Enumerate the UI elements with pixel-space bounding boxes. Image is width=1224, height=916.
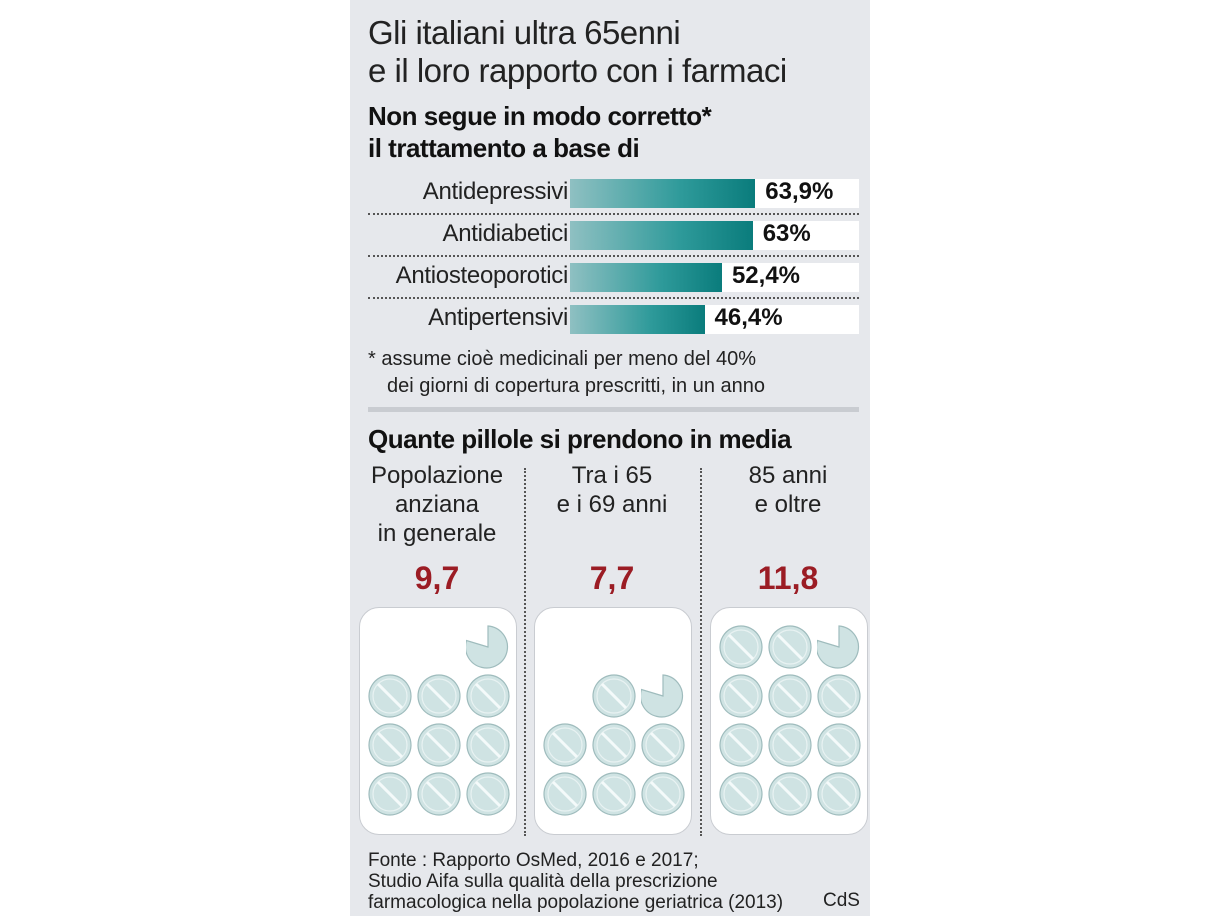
pill-icon [719,674,763,718]
infographic-title: Gli italiani ultra 65enni e il loro rapp… [368,14,787,90]
partial-pill-icon [466,625,509,669]
pill-icon [768,723,812,767]
group-label-line: Tra i 65 [571,462,653,489]
bar-category-label: Antiosteoporotici [395,262,569,289]
source-line-2: Studio Aifa sulla qualità della prescriz… [368,871,718,892]
group-label: Tra i 65 e i 69 anni [527,461,697,519]
pill-count-value: 11,8 [757,560,819,596]
source-note: Fonte : Rapporto OsMed, 2016 e 2017; Stu… [368,850,783,913]
group-label-line: 85 anni [748,462,828,489]
pill-icon [719,723,763,767]
pill-icon [592,674,636,718]
pill-icon [466,723,510,767]
bar-category-label: Antidepressivi [422,178,569,205]
bar-chart-title: Non segue in modo corretto* il trattamen… [368,100,712,164]
group-label: 85 anni e oltre [703,461,873,519]
pill-icon [592,772,636,816]
pills-section-title: Quante pillole si prendono in media [368,424,792,454]
credit: CdS [823,890,860,911]
group-label-line: e i 69 anni [556,491,668,518]
pill-icon [592,723,636,767]
partial-pill-icon [641,674,684,718]
column-divider [524,468,526,836]
title-line-1: Gli italiani ultra 65enni [368,14,681,51]
row-divider [368,297,859,299]
source-line-3: farmacologica nella popolazione geriatri… [368,892,784,913]
pill-icon [368,772,412,816]
source-line-1: Fonte : Rapporto OsMed, 2016 e 2017; [368,850,699,871]
subtitle-line-1: Non segue in modo corretto* [368,101,712,131]
pill-icon [817,723,861,767]
bar-category-label: Antidiabetici [442,220,568,247]
pill-icon [719,772,763,816]
subtitle-line-2: il trattamento a base di [368,133,640,163]
footnote-line-1: * assume cioè medicinali per meno del 40… [368,348,756,370]
pill-icon [543,772,587,816]
group-label-line: Popolazione [370,462,504,489]
pill-icon [466,772,510,816]
row-divider [368,255,859,257]
bar-category-label: Antipertensivi [428,304,568,331]
bar-value-label: 63% [762,220,811,247]
column-divider [700,468,702,836]
bar [570,263,722,292]
pill-tray [534,607,692,835]
bar-value-label: 52,4% [731,262,801,289]
footnote-line-2: dei giorni di copertura prescritti, in u… [387,375,765,397]
pill-icon [368,674,412,718]
pill-icon [768,625,812,669]
pill-icon [719,625,763,669]
group-label-line: anziana [394,491,480,518]
group-label: Popolazione anziana in generale [352,461,522,548]
title-line-2: e il loro rapporto con i farmaci [368,52,787,89]
bar [570,221,753,250]
bar-value-label: 46,4% [714,304,783,331]
pill-icon [768,674,812,718]
pill-icon [641,723,685,767]
group-label-line: e oltre [754,491,822,518]
pill-icon [417,674,461,718]
pill-icon [768,772,812,816]
pill-count-value: 9,7 [414,560,460,596]
pill-icon [466,674,510,718]
pill-icon [417,723,461,767]
section-separator [368,407,859,412]
pill-icon [368,723,412,767]
pill-icon [543,723,587,767]
partial-pill-icon [817,625,860,669]
pill-icon [417,772,461,816]
bar-value-label: 63,9% [765,178,834,205]
row-divider [368,213,859,215]
pill-tray [710,607,868,835]
group-label-line: in generale [377,520,497,547]
pill-icon [641,772,685,816]
pill-icon [817,674,861,718]
footnote: * assume cioè medicinali per meno del 40… [368,346,765,400]
pill-tray [359,607,517,835]
pill-icon [817,772,861,816]
bar [570,179,756,208]
pill-count-value: 7,7 [589,560,635,596]
bar [570,305,705,334]
